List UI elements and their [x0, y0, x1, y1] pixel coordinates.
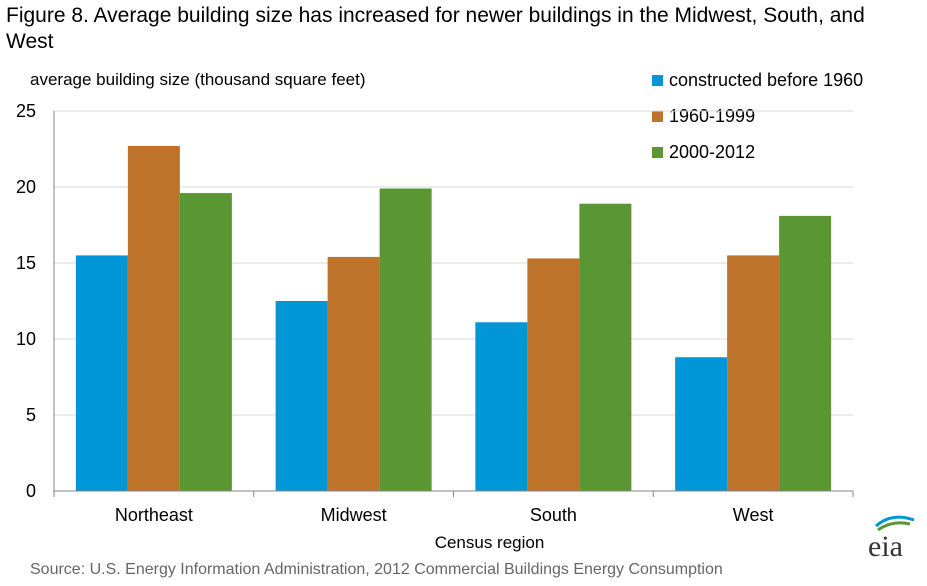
bar-west-series-3	[779, 215, 832, 491]
bar-south-series-2	[527, 258, 580, 491]
bar-northeast-series-1	[75, 255, 128, 491]
logo-text: eia	[868, 530, 903, 563]
y-tick-label-25: 25	[16, 101, 36, 121]
bar-midwest-series-3	[379, 188, 432, 491]
y-tick-label-0: 0	[26, 481, 36, 501]
x-tick-label-south: South	[530, 505, 577, 525]
bar-west-series-1	[675, 357, 728, 491]
x-tick-label-midwest: Midwest	[321, 505, 387, 525]
x-tick-label-northeast: Northeast	[115, 505, 193, 525]
x-tick-label-west: West	[733, 505, 774, 525]
legend-label-series-3: 2000-2012	[669, 141, 756, 162]
legend-swatch-series-2	[652, 110, 663, 122]
bar-northeast-series-2	[127, 145, 180, 491]
eia-logo: eia	[868, 515, 915, 563]
y-axis-label: average building size (thousand square f…	[30, 70, 366, 89]
source-note: Source: U.S. Energy Information Administ…	[30, 561, 723, 578]
bars	[75, 145, 832, 491]
y-tick-label-5: 5	[26, 405, 36, 425]
bar-south-series-1	[475, 322, 528, 491]
y-tick-label-15: 15	[16, 253, 36, 273]
bar-midwest-series-2	[327, 256, 380, 491]
legend: constructed before 1960 1960-1999 2000-2…	[652, 62, 863, 170]
y-tick-label-10: 10	[16, 329, 36, 349]
axes: 0 5 10 15 20 25 Northeast Midwest South West	[16, 101, 854, 525]
legend-label-series-1: constructed before 1960	[669, 69, 864, 90]
x-axis-label: Census region	[434, 533, 545, 552]
chart-title: Figure 8. Average building size has incr…	[6, 4, 865, 53]
legend-item-series-3: 2000-2012	[652, 134, 863, 170]
bar-northeast-series-3	[179, 193, 232, 491]
legend-swatch-series-1	[652, 74, 663, 86]
y-tick-label-20: 20	[16, 177, 36, 197]
bar-south-series-3	[579, 203, 632, 491]
legend-swatch-series-3	[652, 146, 663, 158]
legend-item-series-1: constructed before 1960	[652, 62, 863, 98]
bar-west-series-2	[727, 255, 780, 491]
bar-midwest-series-1	[275, 301, 328, 491]
